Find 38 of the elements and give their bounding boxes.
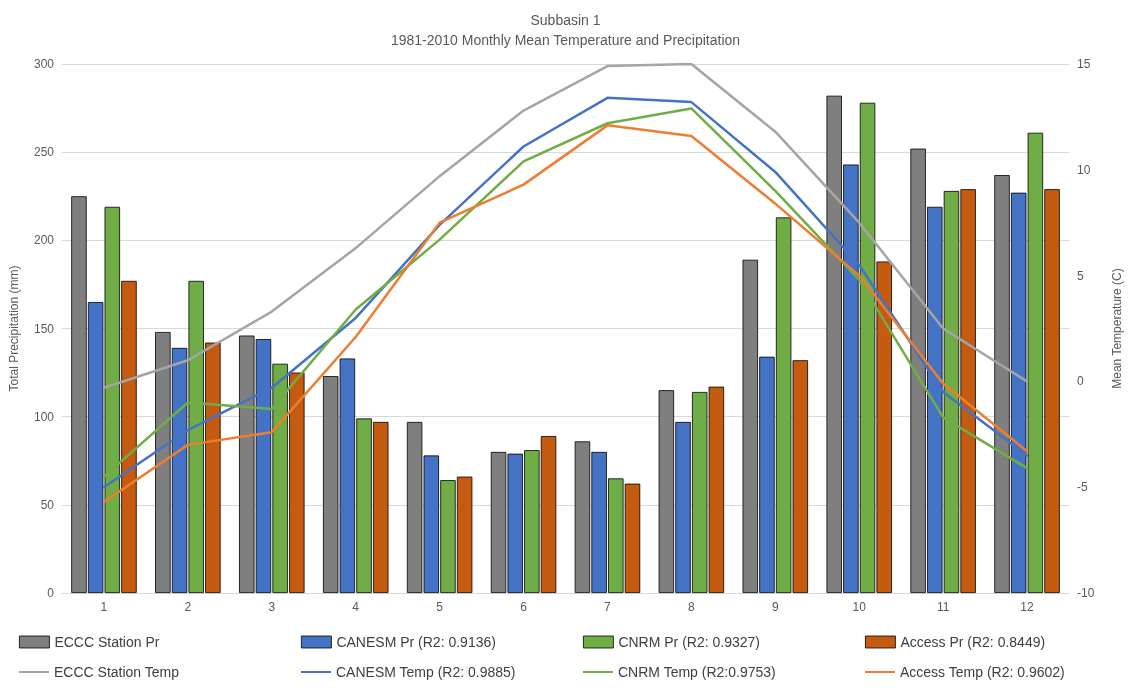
legend-label: ECCC Station Pr — [54, 634, 160, 650]
legend-label: CNRM Temp (R2:0.9753) — [618, 664, 776, 680]
y2-tick-label: 5 — [1077, 268, 1084, 283]
y2-tick-label: 10 — [1077, 162, 1091, 177]
x-tick-label: 5 — [436, 600, 444, 614]
y2-tick-label: -10 — [1077, 586, 1095, 600]
x-tick-label: 12 — [1020, 600, 1035, 614]
y2-tick-label: 15 — [1077, 57, 1091, 71]
chart-subtitle: 1981-2010 Monthly Mean Temperature and Precipitation — [390, 32, 741, 48]
legend-label: ECCC Station Temp — [54, 664, 180, 680]
y2-tick-label: 0 — [1077, 374, 1084, 389]
legend-label: CANESM Pr (R2: 0.9136) — [336, 634, 496, 650]
y2-tick-label: -5 — [1077, 480, 1088, 495]
x-tick-label: 11 — [936, 600, 950, 614]
y-tick-label: 300 — [33, 57, 55, 71]
legend-label: CNRM Pr (R2: 0.9327) — [618, 634, 760, 650]
line-series — [102, 62, 1029, 389]
x-tick-label: 1 — [100, 600, 108, 614]
chart-title: Subbasin 1 — [530, 12, 601, 28]
x-tick-label: 7 — [604, 600, 612, 614]
y-tick-label: 100 — [33, 409, 55, 424]
y-tick-label: 150 — [33, 321, 55, 336]
y-tick-label: 200 — [33, 233, 55, 248]
legend-label: CANESM Temp (R2: 0.9885) — [336, 664, 516, 680]
y2-axis-title: Mean Temperature (C) — [1110, 268, 1124, 389]
x-tick-label: 2 — [184, 600, 192, 614]
y-tick-label: 0 — [47, 586, 55, 600]
y-tick-label: 250 — [33, 145, 55, 160]
legend-label: Access Pr (R2: 0.8449) — [900, 634, 1046, 650]
x-tick-label: 3 — [268, 600, 276, 614]
x-tick-label: 9 — [771, 600, 779, 614]
x-tick-label: 6 — [520, 600, 528, 614]
legend-label: Access Temp (R2: 0.9602) — [900, 664, 1065, 680]
x-tick-label: 4 — [352, 600, 360, 614]
y-tick-label: 50 — [40, 497, 55, 512]
x-tick-label: 10 — [852, 600, 867, 614]
y-axis-title: Total Precipitation (mm) — [7, 265, 21, 392]
x-tick-label: 8 — [688, 600, 696, 614]
